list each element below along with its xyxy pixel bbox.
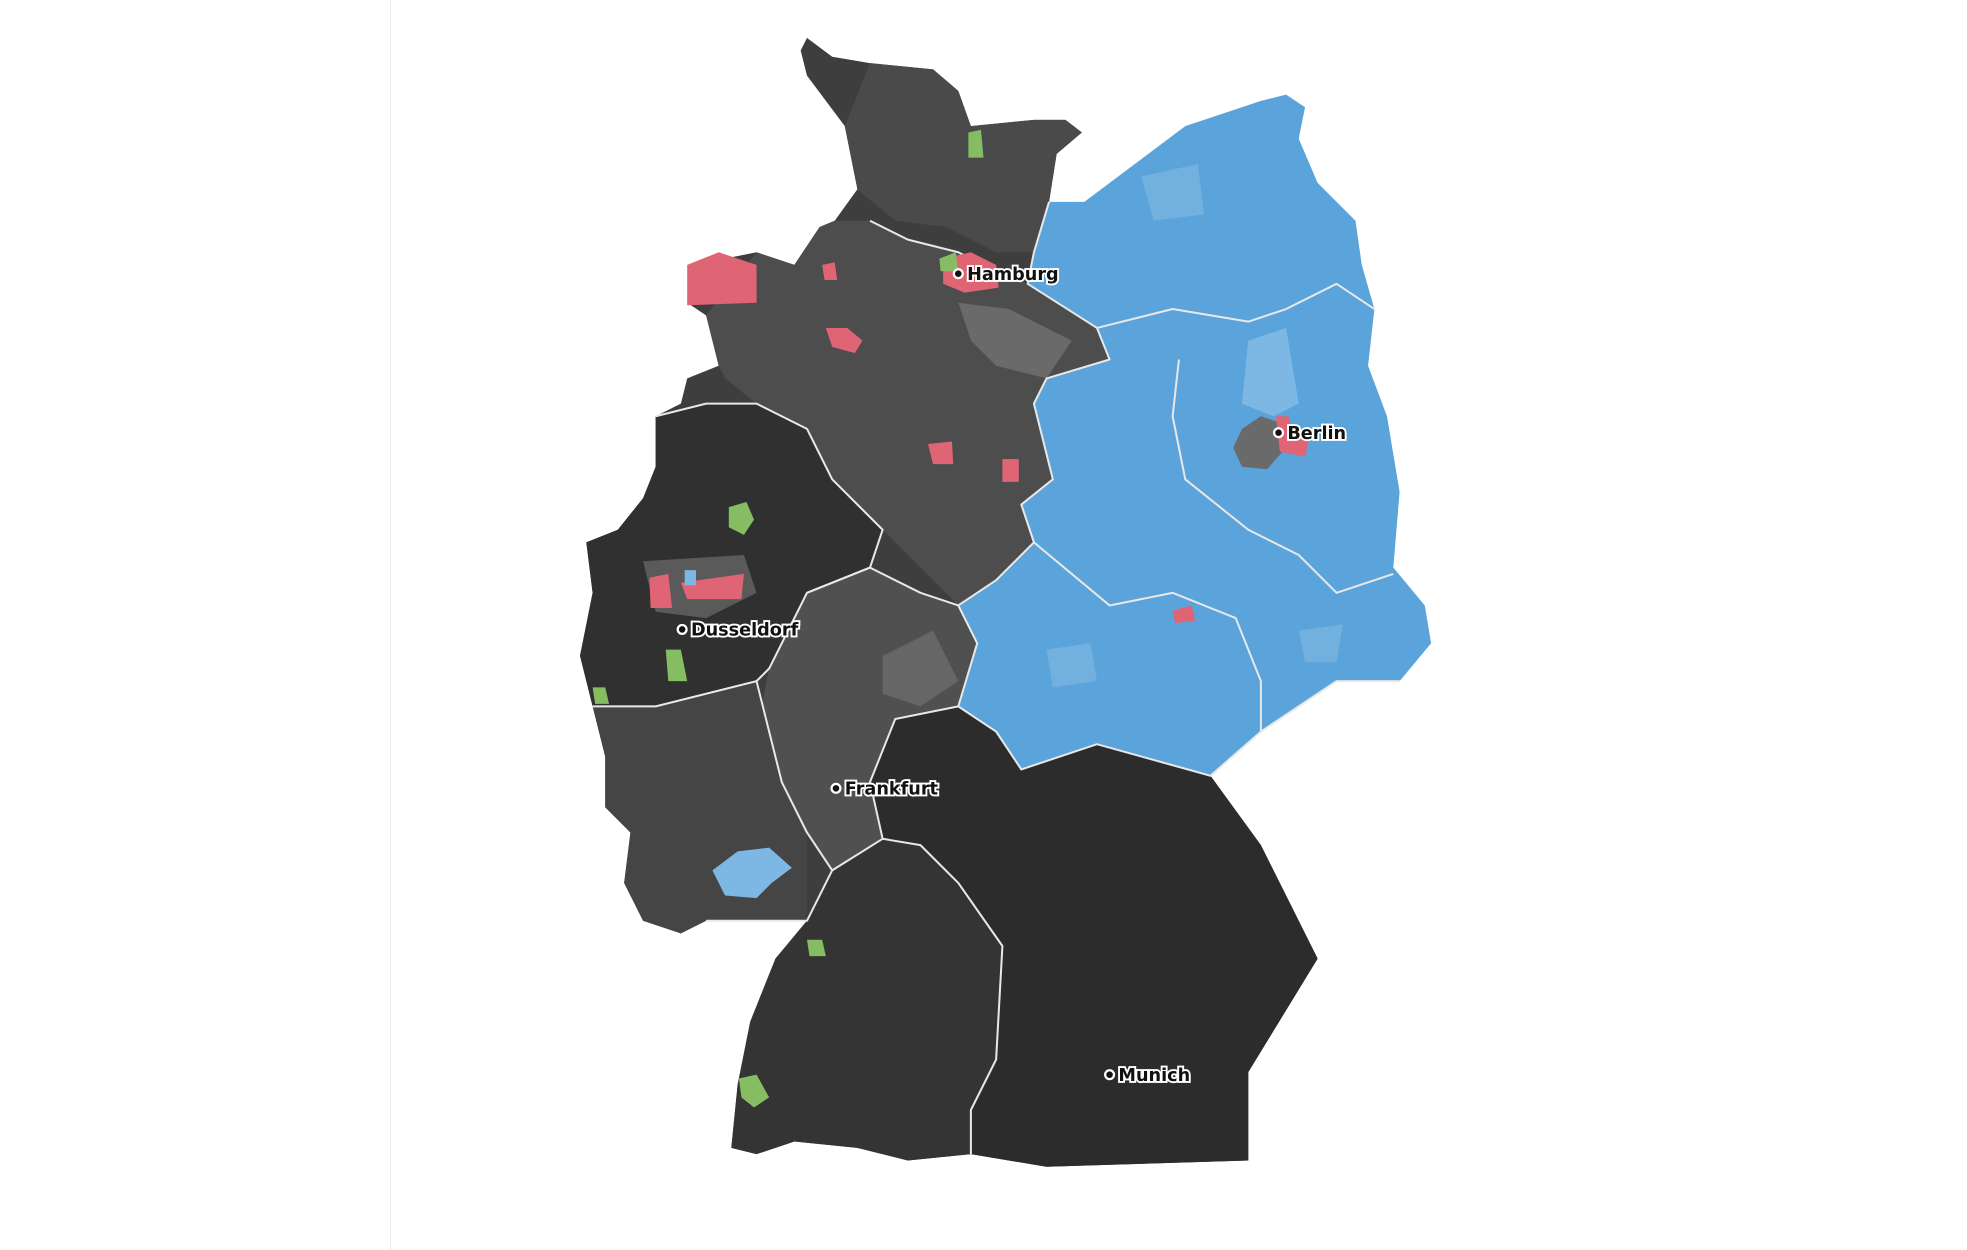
region-light-patch [882, 630, 959, 707]
city-label: Dusseldorf [691, 621, 799, 641]
district-red [1002, 459, 1019, 482]
page-divider [390, 0, 391, 1250]
district-green [592, 687, 610, 704]
district-red [1276, 416, 1309, 457]
state-border [755, 680, 834, 871]
state-border [1171, 359, 1394, 594]
city-dot-icon [1104, 1069, 1116, 1081]
city-dot-icon [1273, 427, 1285, 439]
state-border-east [957, 201, 1400, 777]
region-light-blue [1241, 327, 1299, 417]
district-green [665, 649, 688, 682]
city-label: Munich [1118, 1066, 1190, 1086]
city-dot-icon [952, 268, 964, 280]
district-blue [684, 570, 697, 586]
district-green [939, 252, 959, 272]
city-dot-icon [830, 782, 842, 794]
city-dot-icon [676, 623, 688, 635]
district-red [649, 573, 673, 608]
region-light-blue [1298, 624, 1343, 663]
state-border [592, 402, 884, 708]
district-green [968, 129, 984, 158]
region-baden-wuerttemberg [731, 838, 1003, 1161]
city-label: Hamburg [967, 265, 1059, 285]
region-light-blue [1046, 643, 1097, 688]
district-green [806, 939, 826, 957]
region-light-blue [1141, 163, 1205, 221]
state-border [1033, 541, 1262, 732]
city-hamburg[interactable]: Hamburg [952, 263, 1061, 287]
city-label: Frankfurt [845, 780, 939, 800]
region-nrw [580, 403, 883, 707]
region-light-patch [958, 302, 1072, 379]
state-border [1096, 282, 1375, 329]
district-green [738, 1074, 770, 1108]
district-red [680, 573, 744, 600]
city-frankfurt[interactable]: Frankfurt [830, 778, 940, 802]
district-red [928, 441, 954, 465]
district-green [728, 502, 755, 535]
region-bavaria [870, 706, 1318, 1167]
district-red [687, 252, 757, 306]
district-grey-berlin [1233, 416, 1287, 470]
city-label: Berlin [1287, 424, 1346, 444]
state-border [806, 566, 959, 607]
region-east [958, 94, 1432, 776]
region-schleswig-holstein [844, 63, 1082, 253]
district-red [1172, 605, 1196, 624]
city-berlin[interactable]: Berlin [1273, 422, 1348, 446]
district-light-blue [712, 847, 792, 899]
city-munich[interactable]: Munich [1104, 1064, 1192, 1088]
district-red [825, 327, 863, 354]
district-red [822, 262, 838, 281]
state-border [706, 837, 884, 922]
city-dusseldorf[interactable]: Dusseldorf [676, 619, 801, 643]
state-border [869, 705, 1004, 1155]
